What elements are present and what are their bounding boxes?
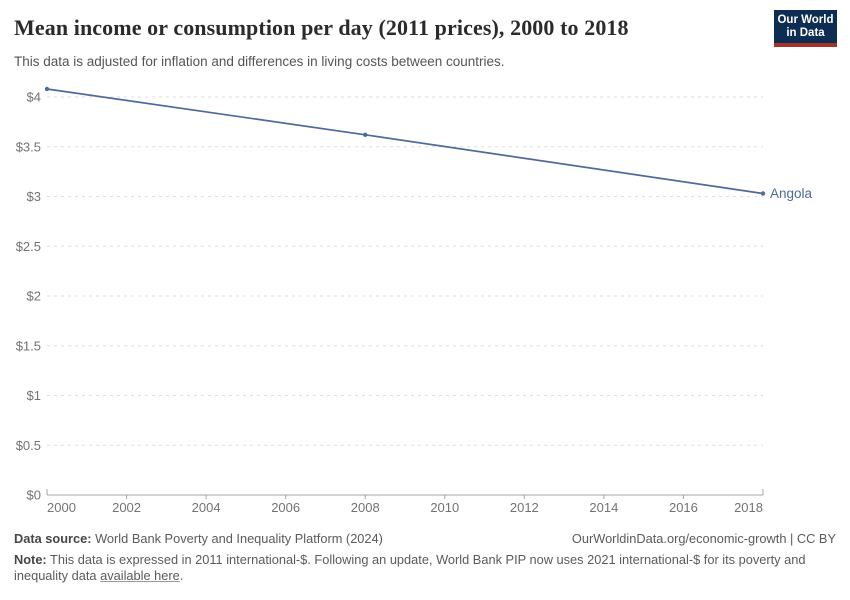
- x-axis-tick-label: 2016: [669, 500, 698, 515]
- x-axis-tick-label: 2012: [510, 500, 539, 515]
- chart-subtitle: This data is adjusted for inflation and …: [14, 54, 505, 69]
- series-line: [46, 88, 764, 195]
- x-axis-tick-label: 2014: [589, 500, 618, 515]
- y-axis-tick-label: $2.5: [16, 239, 41, 254]
- y-axis-tick-label: $0.5: [16, 438, 41, 453]
- logo-line-2: in Data: [786, 26, 825, 39]
- chart-footer: Data source: World Bank Poverty and Ineq…: [14, 531, 836, 585]
- note-text: This data is expressed in 2011 internati…: [14, 551, 806, 584]
- x-axis-tick-label: 2008: [351, 500, 380, 515]
- data-source-text: World Bank Poverty and Inequality Platfo…: [91, 531, 383, 546]
- y-axis-tick-label: $3.5: [16, 139, 41, 154]
- y-axis-tick-label: $3: [27, 189, 41, 204]
- logo-accent-stripe: [774, 43, 837, 47]
- entity-label: Angola: [770, 186, 813, 201]
- data-point-marker: [363, 132, 368, 137]
- logo-line-1: Our World: [777, 13, 834, 26]
- y-axis-tick-label: $2: [27, 289, 41, 304]
- x-axis-tick-label: 2004: [192, 500, 221, 515]
- x-axis-tick-label: 2000: [47, 500, 76, 515]
- note-period: .: [179, 568, 184, 584]
- note-label: Note:: [14, 551, 47, 567]
- owid-logo: Our World in Data: [774, 10, 837, 47]
- attribution: OurWorldinData.org/economic-growth | CC …: [571, 531, 836, 546]
- x-axis-tick-label: 2006: [271, 500, 300, 515]
- x-axis-tick-label: 2018: [734, 500, 763, 515]
- y-axis-tick-label: $1: [27, 388, 41, 403]
- x-axis-tick-label: 2002: [112, 500, 141, 515]
- available-here-link[interactable]: available here: [100, 568, 180, 584]
- y-axis-tick-label: $4: [27, 90, 41, 105]
- y-axis-tick-label: $0: [27, 488, 41, 503]
- owid-logo-text: Our World in Data: [774, 10, 837, 43]
- data-source-label: Data source:: [14, 531, 92, 546]
- data-point-marker: [760, 191, 766, 196]
- data-source: Data source: World Bank Poverty and Ineq…: [14, 531, 383, 548]
- y-axis-tick-label: $1.5: [16, 338, 41, 353]
- data-point-marker: [44, 86, 50, 92]
- note: Note: This data is expressed in 2011 int…: [14, 552, 836, 585]
- x-axis-tick-label: 2010: [430, 500, 459, 515]
- chart-title: Mean income or consumption per day (2011…: [14, 15, 629, 40]
